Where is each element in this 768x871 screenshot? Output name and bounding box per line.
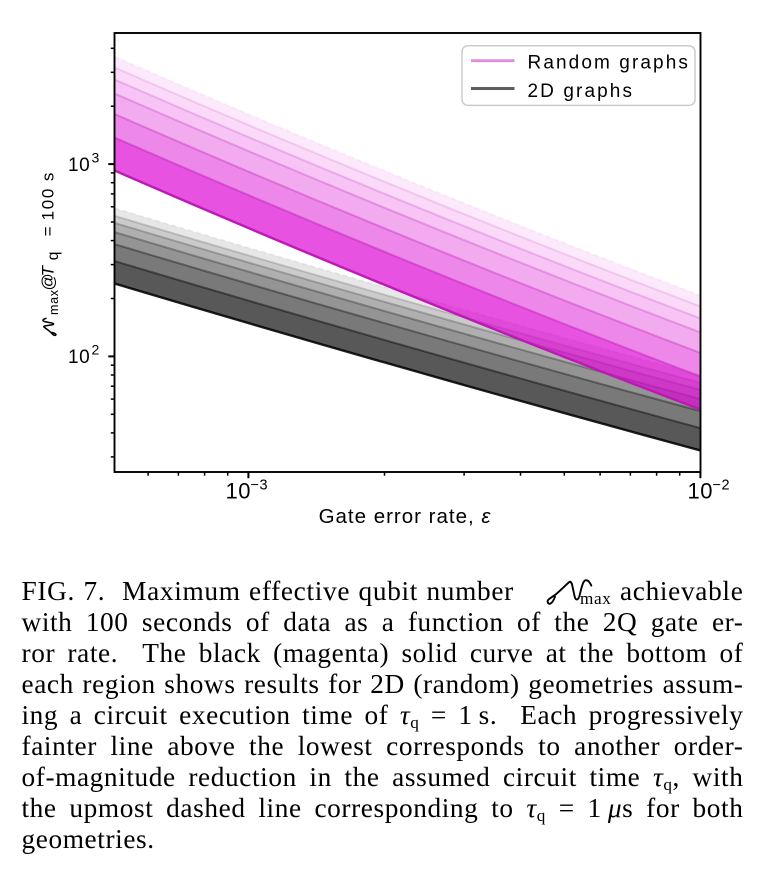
svg-text:2D graphs: 2D graphs [528,81,635,102]
svg-text:=: = [38,226,57,236]
svg-text:q: q [45,252,62,261]
svg-text:s: s [38,173,57,182]
svg-text:100: 100 [38,187,57,220]
svg-text:10: 10 [226,479,251,504]
svg-text:−2: −2 [713,478,731,494]
svg-text:10: 10 [68,155,90,176]
svg-text:3: 3 [92,149,100,165]
svg-text:Gate error rate, ε: Gate error rate, ε [319,505,492,528]
svg-text:2: 2 [92,342,100,358]
svg-text:−3: −3 [251,478,269,494]
svg-text:T: T [38,264,57,276]
svg-text:Random graphs: Random graphs [528,53,691,74]
svg-text:10: 10 [68,347,90,368]
svg-text:10: 10 [688,479,713,504]
svg-text:max: max [47,289,61,315]
svg-text:@: @ [38,273,57,290]
